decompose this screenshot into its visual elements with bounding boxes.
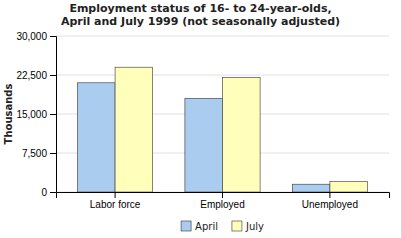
- x-tick-mark: [222, 192, 223, 198]
- y-tick-label: 15,000: [16, 109, 47, 120]
- x-tick-mark: [329, 192, 330, 198]
- legend-swatch: [181, 221, 191, 231]
- x-tick-label: Employed: [200, 199, 244, 210]
- x-tick-label: Unemployed: [302, 199, 358, 210]
- x-tick: Labor force: [90, 192, 141, 210]
- y-tick-label: 0: [41, 187, 47, 198]
- legend-item: April: [181, 221, 218, 232]
- legend-label: July: [245, 221, 264, 232]
- x-axis-line: [57, 193, 390, 199]
- x-axis: Labor force Employed Unemployed: [57, 192, 390, 210]
- y-tick: 0: [41, 187, 56, 198]
- legend: April July: [181, 221, 264, 232]
- chart: Employment status of 16- to 24-year-olds…: [0, 0, 401, 238]
- legend-label: April: [195, 221, 218, 232]
- x-tick-label: Labor force: [90, 199, 141, 210]
- bars: [77, 67, 367, 192]
- y-axis: 0 7,500 15,000 22,500 30,000: [16, 31, 56, 198]
- bar-series: [115, 67, 367, 192]
- y-tick-mark: [50, 114, 56, 115]
- title-line: April and July 1999 (not seasonally adju…: [61, 15, 340, 28]
- bar: [292, 184, 330, 192]
- y-tick-mark: [50, 153, 56, 154]
- y-tick-mark: [50, 192, 56, 193]
- bar: [223, 78, 261, 192]
- y-tick-label: 30,000: [16, 31, 47, 42]
- bar: [77, 83, 115, 192]
- legend-item: July: [232, 221, 264, 232]
- bar: [330, 182, 368, 192]
- y-tick: 7,500: [22, 148, 56, 159]
- title: Employment status of 16- to 24-year-olds…: [61, 2, 340, 28]
- y-axis-line: [50, 37, 57, 193]
- plot: 0 7,500 15,000 22,500 30,000 Labor force Emplo…: [16, 31, 389, 210]
- y-tick: 30,000: [16, 31, 56, 42]
- grid: [56, 36, 389, 192]
- y-axis-title: Thousands: [3, 84, 14, 145]
- y-tick-label: 22,500: [16, 70, 47, 81]
- y-tick-mark: [50, 75, 56, 76]
- legend-swatch: [232, 221, 242, 231]
- y-tick-mark: [50, 36, 56, 37]
- x-tick-mark: [115, 192, 116, 198]
- grid-line: [56, 36, 389, 37]
- x-tick: Unemployed: [302, 192, 358, 210]
- y-tick: 15,000: [16, 109, 56, 120]
- y-tick-label: 7,500: [22, 148, 47, 159]
- title-line: Employment status of 16- to 24-year-olds…: [69, 2, 331, 15]
- grid-line: [56, 75, 389, 76]
- x-tick: Employed: [200, 192, 244, 210]
- bar: [185, 98, 223, 192]
- y-tick: 22,500: [16, 70, 56, 81]
- bar: [115, 67, 153, 192]
